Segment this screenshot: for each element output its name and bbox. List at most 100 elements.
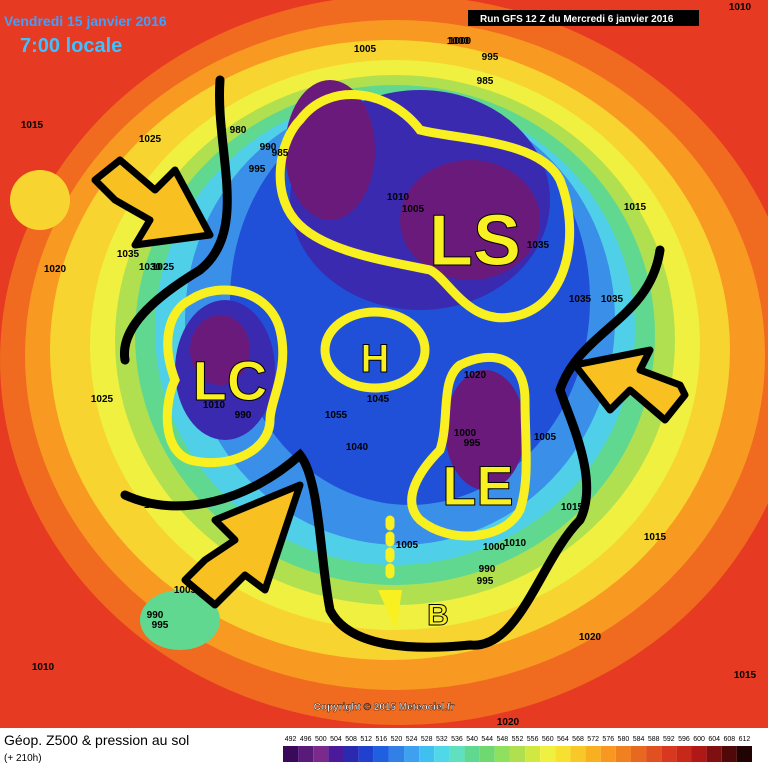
scale-label: 564 — [557, 736, 569, 743]
band — [10, 170, 70, 230]
scale-swatch — [464, 746, 480, 762]
scale-swatch — [283, 746, 299, 762]
pressure-label: 990 — [235, 410, 252, 421]
annotations: LS LC H LE B — [192, 201, 521, 633]
pressure-label: 1010 — [504, 538, 527, 549]
scale-label: 576 — [602, 736, 614, 743]
scale-swatch — [615, 746, 631, 762]
pressure-label: 1020 — [497, 717, 520, 728]
outlines — [162, 90, 575, 541]
scale-label: 584 — [633, 736, 645, 743]
pressure-label: 1000 — [447, 36, 470, 47]
scale-swatch — [509, 746, 526, 762]
pressure-label: 985 — [272, 148, 289, 159]
pressure-label: 990 — [479, 564, 496, 575]
pressure-label: 995 — [152, 620, 169, 631]
scale-swatch — [313, 746, 329, 762]
scale-label: 552 — [512, 736, 524, 743]
scale-label: 500 — [315, 736, 327, 743]
scale-label: 528 — [421, 736, 433, 743]
annotation: B — [427, 599, 449, 632]
time: 7:00 locale — [20, 35, 122, 57]
scale-label: 600 — [693, 736, 705, 743]
pressure-label: 1035 — [569, 294, 592, 305]
pressure-label: 995 — [464, 438, 481, 449]
scale-label: 580 — [618, 736, 630, 743]
scale-label: 532 — [436, 736, 448, 743]
pressure-label: 1015 — [624, 202, 647, 213]
scale-swatch — [358, 746, 374, 762]
scale-swatch — [691, 746, 707, 762]
scale-label: 604 — [708, 736, 720, 743]
scale-swatch — [600, 746, 616, 762]
pressure-label: 1015 — [734, 670, 757, 681]
scale-label: 608 — [723, 736, 735, 743]
scale-label: 512 — [360, 736, 372, 743]
scale-swatch — [434, 746, 450, 762]
pressure-label: 1000 — [483, 542, 506, 553]
pressure-label: 1020 — [464, 370, 487, 381]
scale-swatch — [404, 746, 420, 762]
low-core — [400, 160, 540, 280]
low-core — [445, 370, 525, 490]
pressure-label: 1015 — [561, 502, 584, 513]
scale-swatch — [661, 746, 677, 762]
date: Vendredi 15 janvier 2016 — [4, 13, 167, 29]
scale-label: 524 — [406, 736, 418, 743]
pressure-label: 1030 — [139, 262, 162, 273]
troughs — [119, 75, 665, 652]
band — [140, 590, 220, 650]
scale-swatch — [630, 746, 647, 762]
scale-label: 556 — [527, 736, 539, 743]
arrows — [91, 156, 689, 609]
pressure-label: 1005 — [174, 585, 197, 596]
scale-swatch — [706, 746, 722, 762]
pressure-labels: 1010100510009959851015102598099098599510… — [21, 2, 757, 728]
pressure-label: 1015 — [144, 500, 167, 511]
pressure-label: 1005 — [354, 44, 377, 55]
pressure-label: 1025 — [152, 262, 175, 273]
pressure-label: 1035 — [117, 249, 140, 260]
scale-label: 508 — [345, 736, 357, 743]
scale-swatch — [328, 746, 344, 762]
scale-swatch — [494, 746, 510, 762]
scale-swatch — [570, 746, 586, 762]
pressure-label: 990 — [147, 610, 164, 621]
pressure-label: 1005 — [396, 540, 419, 551]
pressure-label: 1055 — [325, 410, 348, 421]
pressure-label: 1010 — [203, 400, 226, 411]
scale-swatch — [721, 746, 737, 762]
footer-title: Géop. Z500 & pression au sol — [4, 732, 189, 748]
pressure-label: 1000 — [449, 36, 472, 47]
scale-swatch — [419, 746, 435, 762]
pressure-label: 1010 — [729, 2, 752, 13]
run: Run GFS 12 Z du Mercredi 6 janvier 2016 — [480, 14, 674, 25]
annotation: H — [361, 337, 390, 381]
scale-swatch — [555, 746, 571, 762]
annotation: LS — [429, 201, 521, 281]
scale-label: 612 — [739, 736, 751, 743]
pressure-label: 1045 — [367, 394, 390, 405]
pressure-label: 1015 — [21, 120, 44, 131]
pressure-label: 1040 — [346, 442, 369, 453]
pressure-label: 1020 — [44, 264, 67, 275]
scale-label: 516 — [375, 736, 387, 743]
scale-label: 544 — [481, 736, 493, 743]
low-core — [190, 315, 250, 385]
scale-swatch — [525, 746, 541, 762]
scale-label: 504 — [330, 736, 342, 743]
scale-swatch — [646, 746, 662, 762]
annotation: LE — [442, 454, 514, 517]
scale-label: 572 — [587, 736, 599, 743]
scale-swatch — [343, 746, 359, 762]
scale-label: 592 — [663, 736, 675, 743]
pressure-label: 995 — [482, 52, 499, 63]
pressure-label: 990 — [260, 142, 277, 153]
scale-swatch — [479, 746, 495, 762]
scale-label: 560 — [542, 736, 554, 743]
scale-label: 568 — [572, 736, 584, 743]
footer-lead: (+ 210h) — [4, 753, 42, 764]
scale-swatch — [373, 746, 389, 762]
